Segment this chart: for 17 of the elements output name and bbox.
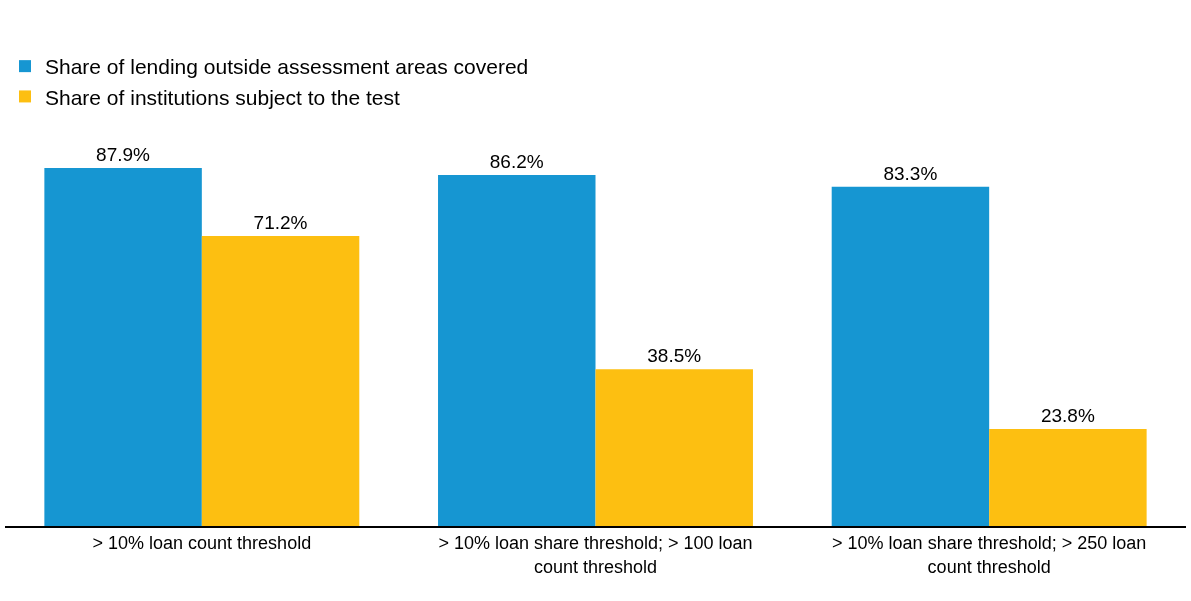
data-label: 83.3%	[883, 162, 938, 184]
x-tick-label: > 10% loan count threshold	[92, 533, 312, 554]
x-tick-label: > 10% loan share threshold; > 250 loan count threshold	[832, 533, 1147, 577]
data-label: 23.8%	[1040, 405, 1095, 427]
data-label: 87.9%	[96, 143, 151, 165]
x-tick-label: > 10% loan share threshold; > 100 loan count threshold	[438, 533, 753, 577]
bar	[595, 369, 753, 526]
data-label: 38.5%	[647, 345, 702, 367]
data-label: 86.2%	[489, 150, 544, 172]
bar	[989, 429, 1147, 526]
data-label: 71.2%	[253, 211, 308, 233]
bar	[438, 174, 596, 526]
bar	[201, 235, 360, 526]
legend-label: Share of institutions subject to the test	[45, 85, 401, 109]
bar	[831, 186, 990, 526]
legend-label: Share of lending outside assessment areas covered	[45, 55, 529, 79]
bar	[44, 167, 202, 526]
